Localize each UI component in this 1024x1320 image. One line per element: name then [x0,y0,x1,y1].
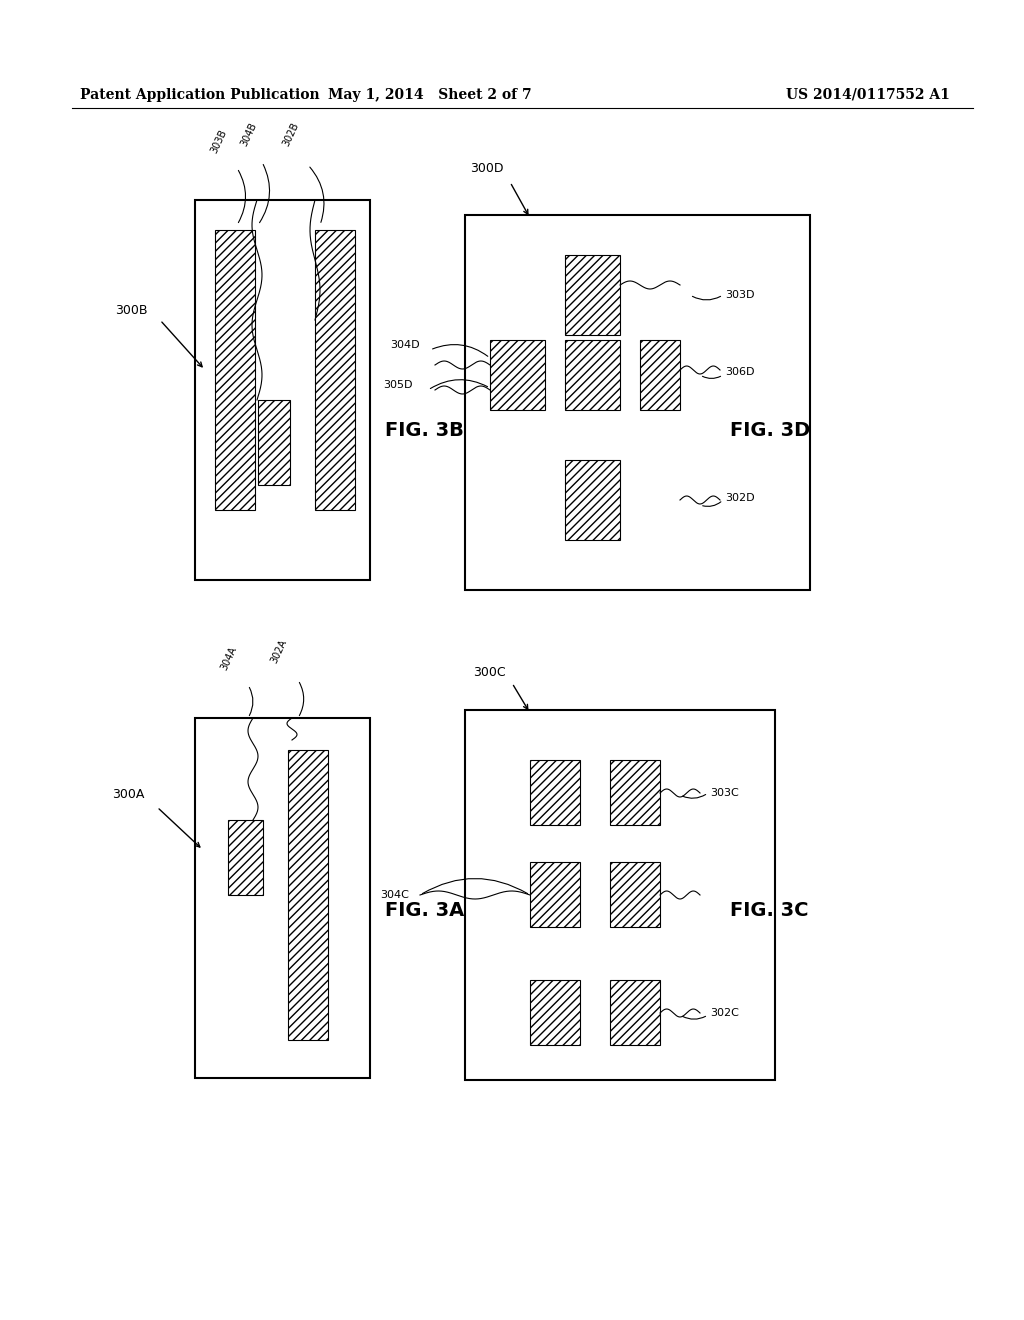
Text: 304D: 304D [390,341,420,350]
Text: US 2014/0117552 A1: US 2014/0117552 A1 [786,88,950,102]
Text: 300C: 300C [473,665,506,678]
Bar [195,201,370,579]
Text: FIG. 3C: FIG. 3C [730,900,809,920]
Bar [490,341,545,411]
Text: Patent Application Publication: Patent Application Publication [80,88,319,102]
Bar [465,710,775,1080]
Bar [288,750,328,1040]
Text: FIG. 3D: FIG. 3D [730,421,810,440]
Text: 300B: 300B [115,304,147,317]
Text: 304A: 304A [219,645,239,672]
Bar [640,341,680,411]
Text: 300D: 300D [470,161,504,174]
Bar [195,718,370,1078]
Text: 302B: 302B [281,121,301,148]
Text: 303D: 303D [725,290,755,300]
Text: 300A: 300A [112,788,144,801]
Text: 304B: 304B [239,121,259,148]
Bar [465,215,810,590]
Bar [565,341,620,411]
Bar [565,255,620,335]
Text: FIG. 3A: FIG. 3A [385,900,464,920]
Bar [610,979,660,1045]
Text: 303C: 303C [710,788,738,799]
Bar [315,230,355,510]
Text: 303B: 303B [209,128,228,154]
Text: 302A: 302A [269,638,289,665]
Bar [258,400,290,484]
Bar [565,459,620,540]
Bar [530,760,580,825]
Bar [530,979,580,1045]
Text: 304C: 304C [380,890,409,900]
Text: May 1, 2014   Sheet 2 of 7: May 1, 2014 Sheet 2 of 7 [328,88,531,102]
Text: 305D: 305D [383,380,413,389]
Bar [228,820,263,895]
Bar [610,760,660,825]
Bar [530,862,580,927]
Text: 306D: 306D [725,367,755,378]
Bar [215,230,255,510]
Text: 302C: 302C [710,1008,739,1018]
Text: FIG. 3B: FIG. 3B [385,421,464,440]
Bar [610,862,660,927]
Text: 302D: 302D [725,492,755,503]
